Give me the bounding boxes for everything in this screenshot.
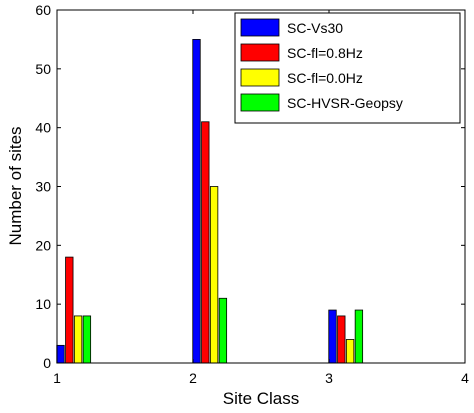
y-tick-label: 30 bbox=[35, 179, 51, 195]
axes-layer: 0 10 20 30 40 50 60 1 2 3 4 bbox=[35, 2, 469, 386]
bar-sc-fl-0-0hz-class-3 bbox=[345, 339, 355, 364]
legend-label: SC-fl=0.8Hz bbox=[287, 45, 363, 61]
bars-layer bbox=[56, 39, 364, 364]
x-tick-label: 4 bbox=[461, 370, 469, 386]
bar-sc-fl-0-8hz-class-3 bbox=[337, 315, 346, 364]
y-axis-title: Number of sites bbox=[6, 126, 25, 245]
bar-sc-hvsr-geopsy-class-3 bbox=[354, 309, 364, 364]
x-tick-label: 1 bbox=[53, 370, 61, 386]
y-tick-label: 10 bbox=[35, 296, 51, 312]
bar-sc-vs30-class-2 bbox=[192, 39, 201, 364]
legend-swatch bbox=[240, 93, 280, 112]
y-tick-label: 40 bbox=[35, 120, 51, 136]
bar-sc-fl-0-8hz-class-1 bbox=[65, 256, 74, 364]
bar-sc-vs30-class-3 bbox=[328, 309, 337, 364]
x-axis-title: Site Class bbox=[223, 389, 300, 408]
legend-label: SC-HVSR-Geopsy bbox=[287, 95, 403, 111]
legend-swatch bbox=[240, 18, 280, 37]
legend-swatch bbox=[240, 43, 280, 62]
legend-label: SC-fl=0.0Hz bbox=[287, 70, 363, 86]
bar-sc-fl-0-0hz-class-2 bbox=[209, 186, 219, 364]
legend: SC-Vs30 SC-fl=0.8Hz SC-fl=0.0Hz SC-HVSR-Geo… bbox=[234, 12, 461, 124]
y-tick-label: 50 bbox=[35, 61, 51, 77]
y-tick-label: 20 bbox=[35, 237, 51, 253]
bar-sc-hvsr-geopsy-class-1 bbox=[82, 315, 92, 364]
x-tick-label: 2 bbox=[189, 370, 197, 386]
y-tick-label: 0 bbox=[43, 355, 51, 371]
y-tick-label: 60 bbox=[35, 2, 51, 18]
bar-sc-fl-0-8hz-class-2 bbox=[201, 121, 210, 364]
bar-sc-hvsr-geopsy-class-2 bbox=[218, 297, 228, 364]
bar-sc-fl-0-0hz-class-1 bbox=[73, 315, 83, 364]
legend-swatch bbox=[240, 68, 280, 87]
legend-label: SC-Vs30 bbox=[287, 20, 343, 36]
bar-sc-vs30-class-1 bbox=[56, 344, 65, 364]
x-tick-label: 3 bbox=[325, 370, 333, 386]
